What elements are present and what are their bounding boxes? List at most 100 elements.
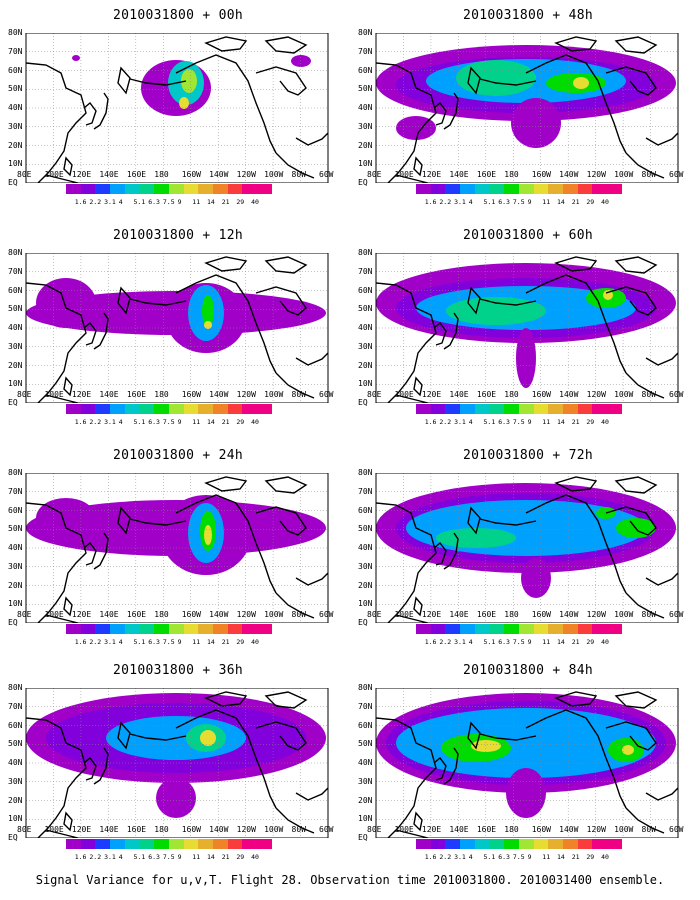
coastline <box>204 691 248 707</box>
longitude-label: 140E <box>449 825 469 834</box>
longitude-label: 120E <box>71 170 92 179</box>
coastline <box>117 286 131 315</box>
colorbar-swatch <box>212 624 228 634</box>
longitude-label: 140E <box>99 170 119 179</box>
colorbar-swatch <box>445 184 461 194</box>
colorbar-label: 11 <box>192 198 201 206</box>
longitude-label: 80E <box>17 610 32 619</box>
longitude-label: 160W <box>531 170 551 179</box>
longitude-label: 180 <box>504 610 519 619</box>
colorbar-swatch <box>504 839 519 849</box>
variance-contour <box>156 778 196 818</box>
coastline <box>605 721 657 751</box>
colorbar-swatch <box>592 404 607 414</box>
latitude-label: 20N <box>358 795 373 805</box>
coastline <box>63 156 73 177</box>
latitude-label: 80N <box>8 468 23 477</box>
latitude-label: 30N <box>358 776 373 786</box>
coastline <box>175 54 277 154</box>
longitude-label: 120W <box>586 170 606 179</box>
latitude-label: 80N <box>358 28 373 37</box>
colorbar-swatch <box>548 184 563 194</box>
latitude-label: 30N <box>8 341 23 351</box>
map-frame <box>25 33 329 183</box>
colorbar-label: 2.2 <box>439 198 452 206</box>
latitude-label: 30N <box>8 561 23 571</box>
colorbar-swatch <box>242 184 257 194</box>
colorbar-swatch <box>430 184 446 194</box>
longitude-label: 100W <box>264 390 284 399</box>
colorbar-label: 11 <box>542 853 551 861</box>
colorbar-swatch <box>592 184 607 194</box>
coastline <box>295 132 328 146</box>
latitude-label: 10N <box>8 379 23 389</box>
coastline <box>264 256 308 274</box>
colorbar-swatch <box>139 839 155 849</box>
colorbar-swatch <box>430 404 446 414</box>
longitude-label: 120W <box>236 825 256 834</box>
colorbar-label: 2.2 <box>89 853 102 861</box>
longitude-label: 120E <box>421 170 442 179</box>
longitude-label: 120W <box>236 610 256 619</box>
latitude-label: 10N <box>8 599 23 609</box>
longitude-label: 80W <box>641 390 656 399</box>
longitude-label: 100E <box>44 825 64 834</box>
colorbar-swatch <box>227 624 243 634</box>
variance-shading <box>376 483 676 598</box>
longitude-label: 140W <box>559 610 579 619</box>
coastline <box>605 286 657 316</box>
coastline <box>264 36 308 54</box>
colorbar-swatch <box>95 624 111 634</box>
longitude-label: 80E <box>17 390 32 399</box>
colorbar-swatch <box>124 624 140 634</box>
coastline <box>45 174 79 183</box>
latitude-label: 60N <box>8 285 23 295</box>
coastline <box>645 352 678 366</box>
longitude-label: 120E <box>421 825 442 834</box>
colorbar-swatch <box>198 404 213 414</box>
colorbar-label: 5.1 <box>133 198 146 206</box>
coastline <box>554 36 598 52</box>
longitude-label: 160W <box>531 390 551 399</box>
variance-contour <box>436 528 516 548</box>
colorbar-swatch <box>504 404 519 414</box>
coastline <box>443 312 459 350</box>
coastline <box>433 321 447 346</box>
longitude-label: 120W <box>236 170 256 179</box>
latitude-label: 50N <box>8 84 23 94</box>
colorbar-label: 29 <box>586 853 595 861</box>
colorbar-swatch <box>474 404 490 414</box>
longitude-label: 140E <box>449 170 469 179</box>
latitude-label: 20N <box>8 140 23 150</box>
latitude-label: EQ <box>8 398 18 407</box>
colorbar-label: 6.3 <box>148 418 160 426</box>
variance-contour <box>446 297 546 325</box>
latitude-label: 70N <box>358 486 373 496</box>
variance-contour <box>72 55 80 61</box>
variance-map <box>25 33 329 183</box>
colorbar-swatch <box>474 184 490 194</box>
colorbar-label: 14 <box>557 198 565 206</box>
colorbar <box>416 839 622 849</box>
latitude-label: 80N <box>8 28 23 37</box>
colorbar-label: 29 <box>236 418 245 426</box>
latitude-label: 80N <box>358 248 373 257</box>
coastline <box>63 376 73 397</box>
colorbar-swatch <box>212 839 228 849</box>
colorbar-swatch <box>474 624 490 634</box>
colorbar-swatch <box>606 839 622 849</box>
coastline <box>467 721 481 750</box>
colorbar-label: 6.3 <box>148 853 160 861</box>
latitude-label: 20N <box>8 580 23 590</box>
colorbar-label: 3.1 <box>104 418 116 426</box>
latitude-label: 50N <box>358 524 373 534</box>
panel-title: 2010031800 + 12h <box>112 228 244 243</box>
coastline <box>83 541 97 566</box>
longitude-label: 160E <box>476 390 497 399</box>
colorbar-swatch <box>66 184 81 194</box>
colorbar-swatch <box>124 404 140 414</box>
colorbar-swatch <box>80 839 96 849</box>
longitude-label: 140W <box>209 825 229 834</box>
variance-contour <box>511 98 561 148</box>
longitude-label: 80E <box>17 170 32 179</box>
